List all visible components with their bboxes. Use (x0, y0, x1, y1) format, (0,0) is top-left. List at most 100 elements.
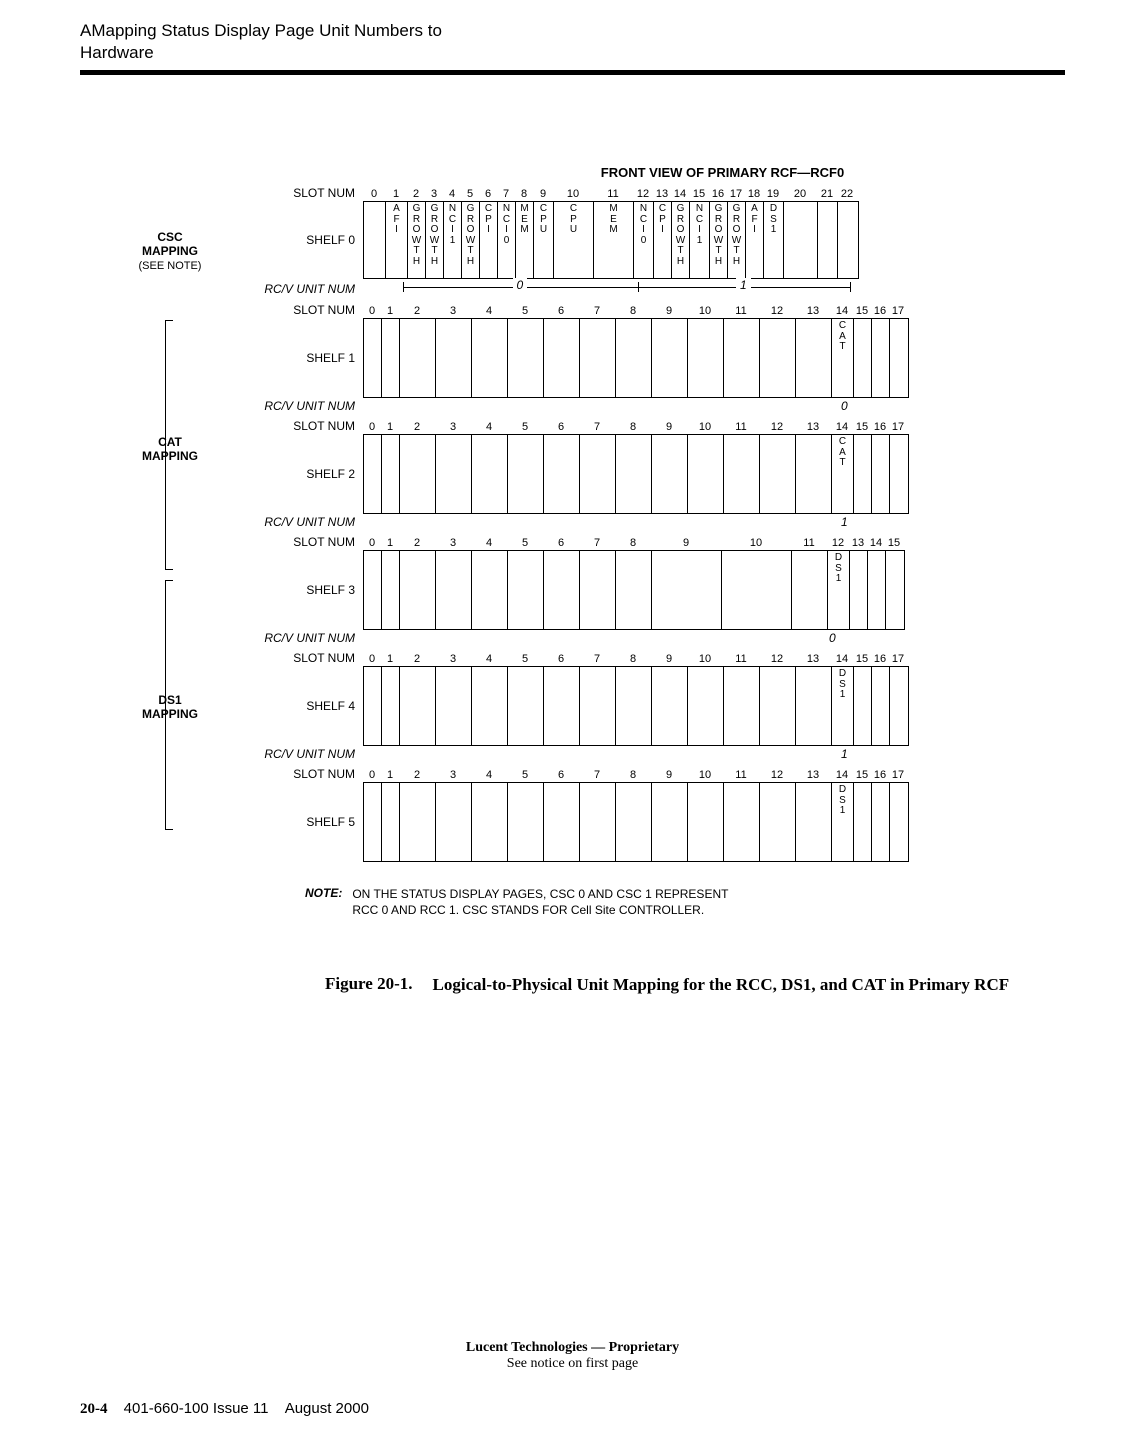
shelf2-rcv-value: 1 (363, 515, 1065, 529)
footer-date: August 2000 (285, 1400, 369, 1417)
shelf5-slot (724, 783, 760, 861)
shelf2-slot (382, 435, 400, 513)
slot-number: 3 (425, 188, 443, 200)
slot-number: 1 (381, 769, 399, 781)
slot-number: 4 (471, 653, 507, 665)
slot-num-label: SLOT NUM (125, 767, 355, 781)
slot-number: 17 (889, 421, 907, 433)
figure-caption-text: Logical-to-Physical Unit Mapping for the… (433, 974, 1010, 995)
slot-number: 5 (507, 421, 543, 433)
shelf0-slot: NCI0 (634, 202, 654, 278)
shelf0-slot: CPI (654, 202, 672, 278)
slot-number: 13 (795, 305, 831, 317)
shelf4-body: DS1 (363, 666, 909, 746)
shelf5-slot (652, 783, 688, 861)
slot-number: 14 (831, 769, 853, 781)
slot-number: 12 (759, 769, 795, 781)
shelf1-slot (872, 319, 890, 397)
slot-number: 15 (853, 421, 871, 433)
shelf3-slot (508, 551, 544, 629)
slot-number: 13 (795, 769, 831, 781)
shelf0-slot: CPU (554, 202, 594, 278)
shelf4-rcv-value: 1 (363, 747, 1065, 761)
slot-number: 3 (435, 653, 471, 665)
slot-number: 20 (783, 188, 817, 200)
shelf3-body-row: SHELF 3 DS1 (125, 550, 1065, 630)
figure-top-title: FRONT VIEW OF PRIMARY RCF—RCF0 (380, 165, 1065, 180)
slot-number: 7 (579, 653, 615, 665)
slot-number: 4 (471, 421, 507, 433)
shelf0-slot: MEM (594, 202, 634, 278)
shelf0-slot: AFI (386, 202, 408, 278)
slot-number: 15 (853, 769, 871, 781)
slot-number: 15 (853, 653, 871, 665)
shelf4-slot (872, 667, 890, 745)
slot-num-label: SLOT NUM (125, 303, 355, 317)
slot-number: 21 (817, 188, 837, 200)
shelf2-slot (724, 435, 760, 513)
slot-number: 6 (543, 769, 579, 781)
slot-number: 5 (507, 653, 543, 665)
shelf5-slot-row: SLOT NUM01234567891011121314151617 (125, 767, 1065, 781)
shelf0-slot: GROWTH (408, 202, 426, 278)
shelf2-slot (580, 435, 616, 513)
slot-number: 11 (791, 537, 827, 549)
slot-number: 12 (827, 537, 849, 549)
slot-number: 16 (871, 421, 889, 433)
slot-number: 0 (363, 305, 381, 317)
shelf2-label: SHELF 2 (125, 467, 355, 481)
shelf4-slot: DS1 (832, 667, 854, 745)
slot-number: 11 (723, 421, 759, 433)
shelf2-slot (796, 435, 832, 513)
slot-number: 17 (889, 653, 907, 665)
shelf5-slot (580, 783, 616, 861)
slot-number: 2 (399, 769, 435, 781)
shelf3-slot (472, 551, 508, 629)
note-text: ON THE STATUS DISPLAY PAGES, CSC 0 AND C… (352, 886, 728, 918)
shelf5-slot (544, 783, 580, 861)
slot-number: 7 (497, 188, 515, 200)
slot-number: 15 (853, 305, 871, 317)
shelf0-slot (838, 202, 858, 278)
slot-number: 1 (381, 537, 399, 549)
shelf0-body: AFIGROWTHGROWTHNCI1GROWTHCPINCI0MEMCPUCP… (363, 201, 859, 279)
shelf5-slot (890, 783, 908, 861)
slot-number: 1 (385, 188, 407, 200)
shelf0-slot: NCI1 (444, 202, 462, 278)
shelf3-slot: DS1 (828, 551, 850, 629)
shelf3-slot (436, 551, 472, 629)
rcv-label: RC/V UNIT NUM (125, 282, 355, 296)
slot-number: 8 (615, 421, 651, 433)
shelf5-slot (508, 783, 544, 861)
shelf4-slot (382, 667, 400, 745)
slot-number: 9 (651, 305, 687, 317)
footer-doc-id: 401-660-100 Issue 11 (124, 1400, 269, 1417)
slot-number: 16 (871, 305, 889, 317)
shelf2-slot (872, 435, 890, 513)
shelf2-slot (400, 435, 436, 513)
slot-number: 9 (651, 653, 687, 665)
shelf4-slot (580, 667, 616, 745)
shelf3-slot (792, 551, 828, 629)
shelf3-slot-row: SLOT NUM0123456789101112131415 (125, 535, 1065, 549)
shelf1-slot (760, 319, 796, 397)
shelf0-slot: GROWTH (426, 202, 444, 278)
shelf0-slot: AFI (746, 202, 764, 278)
shelf1-slot (382, 319, 400, 397)
shelf4-slot (616, 667, 652, 745)
slot-number: 7 (579, 769, 615, 781)
shelf0-slot: CPI (480, 202, 498, 278)
shelf5-slot (472, 783, 508, 861)
slot-number: 3 (435, 421, 471, 433)
shelf3-label: SHELF 3 (125, 583, 355, 597)
shelf2-slot-row: SLOT NUM01234567891011121314151617 (125, 419, 1065, 433)
shelf5-body: DS1 (363, 782, 909, 862)
shelf1-rcv-row: RC/V UNIT NUM0 (125, 399, 1065, 413)
slot-number: 8 (515, 188, 533, 200)
shelf4-slot (508, 667, 544, 745)
shelf0-slot: GROWTH (672, 202, 690, 278)
slot-number: 18 (745, 188, 763, 200)
slot-number: 13 (653, 188, 671, 200)
shelf0-label: SHELF 0 (125, 233, 355, 247)
rcv-label: RC/V UNIT NUM (125, 747, 355, 761)
